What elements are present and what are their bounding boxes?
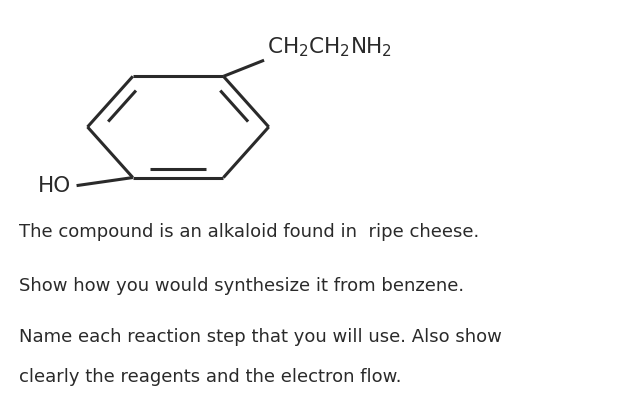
Text: clearly the reagents and the electron flow.: clearly the reagents and the electron fl… [19, 368, 401, 386]
Text: Name each reaction step that you will use. Also show: Name each reaction step that you will us… [19, 328, 502, 345]
Text: Show how you would synthesize it from benzene.: Show how you would synthesize it from be… [19, 277, 464, 295]
Text: The compound is an alkaloid found in  ripe cheese.: The compound is an alkaloid found in rip… [19, 223, 479, 241]
Text: HO: HO [38, 176, 71, 195]
Text: CH$_2$CH$_2$NH$_2$: CH$_2$CH$_2$NH$_2$ [267, 36, 391, 59]
